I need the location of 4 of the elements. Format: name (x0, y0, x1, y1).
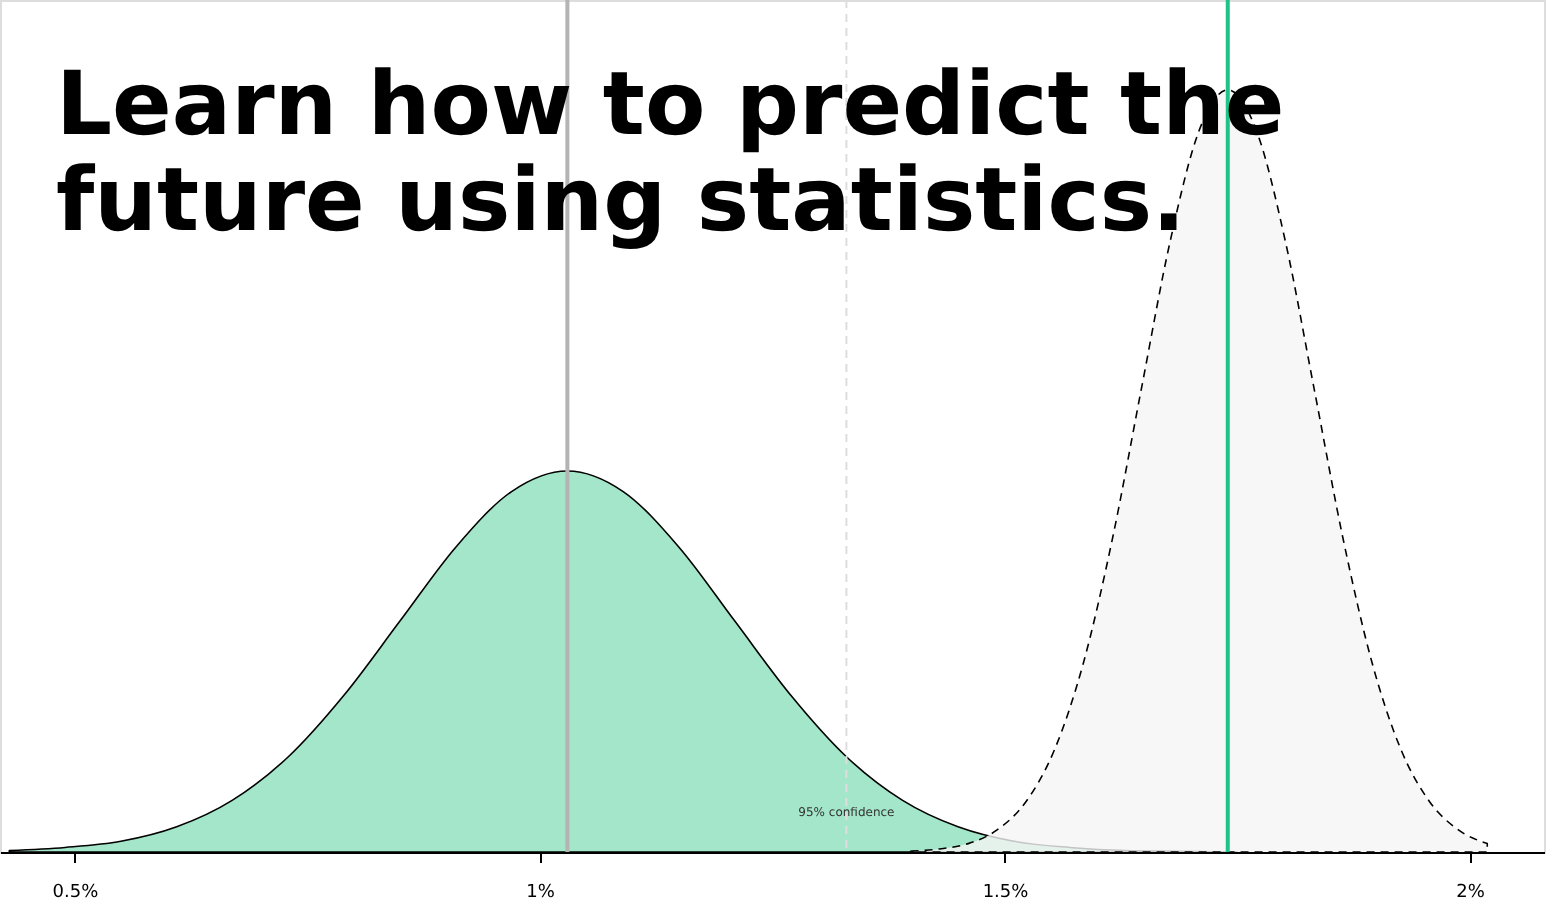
x-tick-label: 0.5% (52, 883, 100, 903)
x-tick-label: 2% (1456, 883, 1486, 903)
x-tick-label: 1% (526, 883, 556, 903)
x-tick-label: 1.5% (982, 883, 1030, 903)
